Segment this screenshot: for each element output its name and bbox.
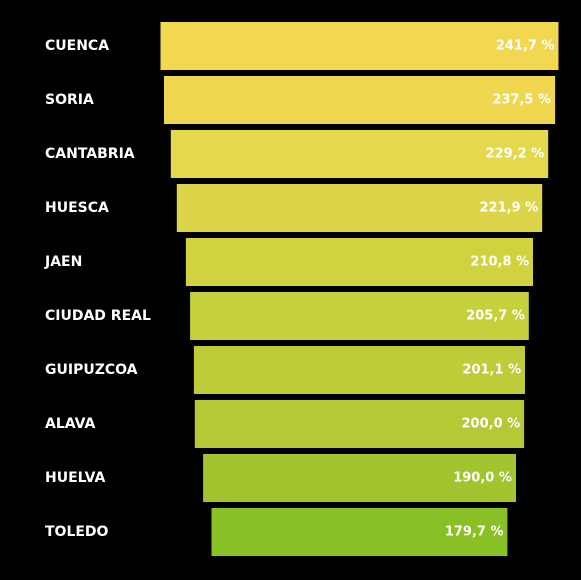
value-label-jaen: 210,8 % xyxy=(470,255,529,270)
category-label-toledo: TOLEDO xyxy=(45,524,109,540)
category-label-huesca: HUESCA xyxy=(45,200,109,216)
bar-jaen xyxy=(185,238,533,286)
value-label-cantabria: 229,2 % xyxy=(486,147,545,162)
bar-guipuzcoa xyxy=(193,346,525,394)
category-label-alava: ALAVA xyxy=(45,416,96,432)
bar-toledo xyxy=(211,508,508,556)
category-label-cantabria: CANTABRIA xyxy=(45,146,135,162)
value-label-toledo: 179,7 % xyxy=(445,525,504,540)
value-label-huelva: 190,0 % xyxy=(453,471,512,486)
value-labels-group: 241,7 % 237,5 % 229,2 % 221,9 % 210,8 % 205,7… xyxy=(445,39,555,540)
bar-huesca xyxy=(176,184,543,232)
category-label-jaen: JAEN xyxy=(44,254,82,270)
value-label-alava: 200,0 % xyxy=(462,417,521,432)
bar-ciudad-real xyxy=(190,292,529,340)
bar-soria xyxy=(164,76,556,124)
value-label-soria: 237,5 % xyxy=(492,93,551,108)
bar-cuenca xyxy=(160,22,559,70)
value-label-ciudad-real: 205,7 % xyxy=(466,309,525,324)
bar-huelva xyxy=(203,454,516,502)
value-label-cuenca: 241,7 % xyxy=(496,39,555,54)
bar-cantabria xyxy=(170,130,549,178)
category-label-soria: SORIA xyxy=(45,92,94,108)
category-label-guipuzcoa: GUIPUZCOA xyxy=(45,362,138,378)
category-label-huelva: HUELVA xyxy=(45,470,106,486)
bars-group xyxy=(160,22,559,556)
bar-alava xyxy=(194,400,525,448)
value-label-huesca: 221,9 % xyxy=(480,201,539,216)
category-label-ciudad-real: CIUDAD REAL xyxy=(45,308,151,324)
category-label-cuenca: CUENCA xyxy=(45,38,109,54)
category-labels-group: CUENCA SORIA CANTABRIA HUESCA JAEN CIUDAD REA… xyxy=(44,38,151,540)
value-label-guipuzcoa: 201,1 % xyxy=(462,363,521,378)
